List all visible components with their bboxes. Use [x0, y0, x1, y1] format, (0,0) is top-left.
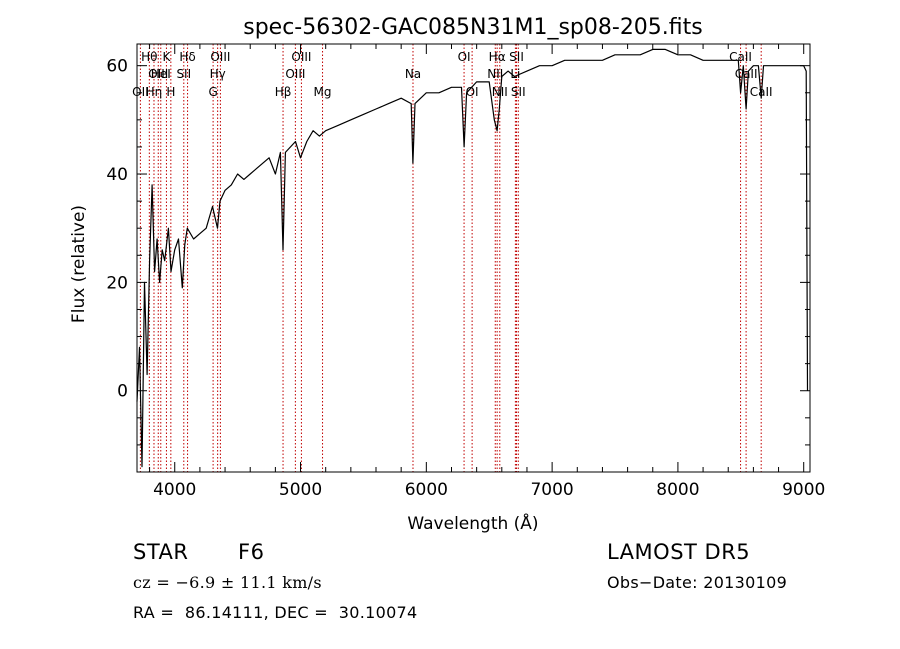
line-label: Hβ: [275, 85, 292, 99]
line-label: CaII: [735, 67, 758, 81]
plot-area: [136, 48, 809, 468]
axes: 4000 5000 6000 7000 8000 9000 0 20 40 60: [106, 44, 825, 500]
redshift-velocity: cz = −6.9 ± 11.1 km/s: [133, 573, 322, 592]
x-tick-label: 4000: [153, 480, 196, 500]
x-tick-label: 6000: [405, 480, 448, 500]
line-label: Hγ: [210, 67, 226, 81]
object-subclass: F6: [238, 540, 265, 564]
line-label: SII: [509, 50, 524, 64]
spectral-line-markers: [139, 44, 762, 472]
line-label: Hθ: [141, 50, 157, 64]
line-label: SII: [176, 67, 191, 81]
spectral-line-labels: OIIHθHηOIIIHeIKHSIIHδGHγOIIIHβOIIIOIIIMg…: [132, 50, 772, 99]
y-tick-label: 40: [106, 165, 128, 185]
line-label: OIII: [210, 50, 230, 64]
line-label: G: [208, 85, 217, 99]
observation-date: Obs−Date: 20130109: [607, 573, 788, 592]
line-label: Hη: [146, 85, 163, 99]
line-label: Hα: [489, 50, 506, 64]
line-label: OIII: [291, 50, 311, 64]
chart-title: spec-56302-GAC085N31M1_sp08-205.fits: [243, 15, 703, 40]
y-tick-label: 20: [106, 273, 128, 293]
line-label: OI: [458, 50, 471, 64]
survey-label: LAMOST DR5: [607, 540, 751, 564]
object-class: STAR: [133, 540, 189, 564]
x-tick-label: 7000: [530, 480, 573, 500]
x-tick-label: 5000: [279, 480, 322, 500]
y-axis-label: Flux (relative): [69, 205, 89, 323]
line-label: OIII: [148, 67, 168, 81]
y-tick-label: 60: [106, 57, 128, 77]
line-label: Na: [405, 67, 421, 81]
line-label: SII: [511, 85, 526, 99]
line-label: NII: [492, 85, 508, 99]
line-label: OI: [466, 85, 479, 99]
plot-frame: [136, 43, 811, 473]
spectrum-series-line: [136, 48, 809, 468]
line-label: HeI: [151, 67, 171, 81]
x-axis-label: Wavelength (Å): [407, 512, 538, 534]
y-tick-label: 0: [117, 382, 128, 402]
coordinates: RA = 86.14111, DEC = 30.10074: [133, 603, 418, 622]
line-label: Hδ: [179, 50, 195, 64]
line-label: K: [162, 50, 171, 64]
line-label: CaII: [729, 50, 752, 64]
x-tick-label: 8000: [656, 480, 699, 500]
x-tick-label: 9000: [782, 480, 825, 500]
line-label: OIII: [285, 67, 305, 81]
line-label: OII: [132, 85, 149, 99]
line-label: Li: [510, 67, 520, 81]
line-label: H: [166, 85, 175, 99]
line-label: NII: [487, 67, 503, 81]
line-label: Mg: [314, 85, 332, 99]
